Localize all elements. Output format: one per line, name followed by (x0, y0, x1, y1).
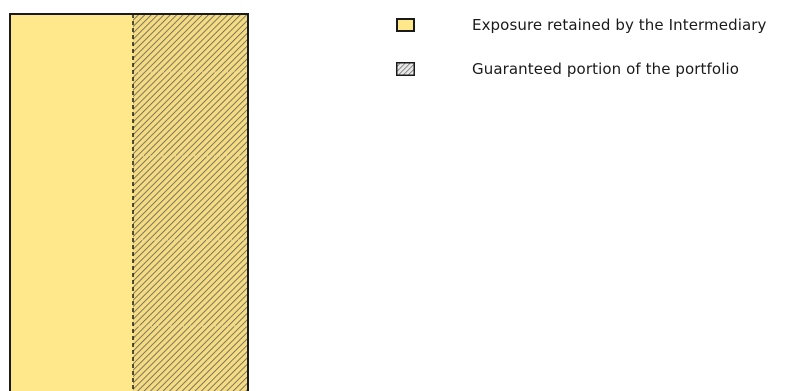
tranche-separators (134, 71, 247, 327)
legend-label-guaranteed: Guaranteed portion of the portfolio (472, 60, 740, 78)
retained-swatch (396, 18, 415, 32)
legend: Exposure retained by the Intermediary Gu… (393, 14, 807, 102)
legend-item-retained: Exposure retained by the Intermediary (393, 14, 807, 44)
portfolio-outline (9, 13, 249, 391)
retained-exposure-area (10, 14, 133, 391)
guaranteed-portion-area (133, 14, 248, 391)
guaranteed-swatch (396, 62, 415, 76)
legend-item-guaranteed: Guaranteed portion of the portfolio (393, 58, 807, 88)
legend-label-retained: Exposure retained by the Intermediary (472, 16, 767, 34)
